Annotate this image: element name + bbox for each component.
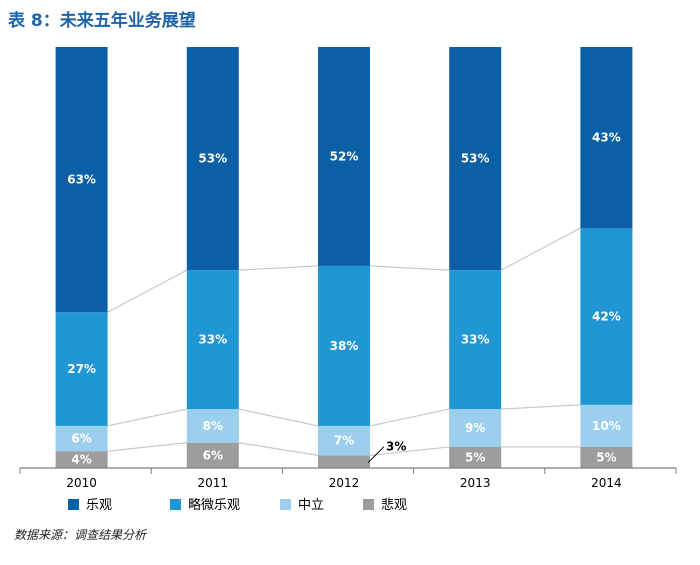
bar-stack-2014 xyxy=(580,47,633,468)
bar-segment-悲观-2011 xyxy=(186,442,239,468)
bar-segment-中立-2012 xyxy=(318,425,370,456)
value-label-乐观-2012: 52% xyxy=(330,149,359,163)
legend-label-悲观: 悲观 xyxy=(381,497,407,513)
bar-segment-乐观-2010 xyxy=(55,47,108,313)
legend-item-乐观: 乐观 xyxy=(68,498,112,513)
bar-stack-2011 xyxy=(186,47,239,468)
legend-item-中立: 中立 xyxy=(280,498,324,513)
x-tick-label-2012: 2012 xyxy=(329,476,360,490)
x-tick-label-2013: 2013 xyxy=(460,476,491,490)
value-label-悲观-2013: 5% xyxy=(465,450,485,464)
legend-item-悲观: 悲观 xyxy=(363,497,407,513)
x-tick-label-2014: 2014 xyxy=(591,476,622,490)
bar-stack-2010 xyxy=(55,47,108,468)
bar-segment-略微乐观-2010 xyxy=(55,312,108,426)
value-label-悲观-2010: 4% xyxy=(71,453,91,467)
bar-segment-略微乐观-2014 xyxy=(580,228,633,405)
value-label-中立-2013: 9% xyxy=(465,421,485,435)
bar-segment-略微乐观-2011 xyxy=(186,270,239,410)
bar-segment-中立-2013 xyxy=(449,409,502,447)
value-label-乐观-2011: 53% xyxy=(198,152,227,166)
x-tick-label-2011: 2011 xyxy=(198,476,229,490)
value-label-略微乐观-2012: 38% xyxy=(330,339,359,353)
data-source-note: 数据来源：调查结果分析 xyxy=(14,528,147,542)
legend-swatch-乐观 xyxy=(68,499,79,510)
value-label-中立-2010: 6% xyxy=(71,432,91,446)
connector-line-略微乐观-2010 xyxy=(107,269,188,313)
connector-line-略微乐观-2013 xyxy=(500,227,581,271)
bar-segment-悲观-2010 xyxy=(55,451,108,468)
value-label-中立-2014: 10% xyxy=(592,419,621,433)
connector-line-略微乐观-2012 xyxy=(369,265,450,271)
value-label-乐观-2014: 43% xyxy=(592,131,621,145)
bar-segment-乐观-2013 xyxy=(449,47,502,271)
bar-segment-略微乐观-2013 xyxy=(449,270,502,410)
legend-swatch-悲观 xyxy=(363,499,374,510)
legend-item-略微乐观: 略微乐观 xyxy=(170,497,240,513)
callout-line-悲观-2012 xyxy=(367,446,385,464)
connector-line-中立-2011 xyxy=(238,408,319,427)
bar-segment-中立-2010 xyxy=(55,425,108,452)
connector-line-中立-2013 xyxy=(501,404,581,410)
bar-segment-乐观-2012 xyxy=(318,47,370,266)
connector-line-悲观-2011 xyxy=(238,442,319,456)
value-label-略微乐观-2011: 33% xyxy=(198,333,227,347)
bar-segment-乐观-2014 xyxy=(580,47,633,229)
value-label-中立-2012: 7% xyxy=(334,434,354,448)
bar-segment-略微乐观-2012 xyxy=(318,265,370,426)
value-label-悲观-2014: 5% xyxy=(596,450,616,464)
value-label-悲观-2011: 6% xyxy=(203,448,223,462)
bar-segment-悲观-2012 xyxy=(318,455,370,468)
x-tick-label-2010: 2010 xyxy=(66,476,97,490)
legend-label-乐观: 乐观 xyxy=(86,498,112,513)
connector-line-略微乐观-2011 xyxy=(238,265,319,271)
legend-label-略微乐观: 略微乐观 xyxy=(188,497,240,513)
value-label-乐观-2010: 63% xyxy=(67,173,96,187)
value-label-中立-2011: 8% xyxy=(203,419,223,433)
stacked-bar-chart: 4% 6% 27% 63% 6% 8% 33% 53% 3% 7% 38% 52% 5% 9% 33% 53%… xyxy=(19,47,677,513)
connector-line-中立-2012 xyxy=(369,408,450,427)
connector-line-悲观-2012 xyxy=(369,446,450,456)
value-label-略微乐观-2010: 27% xyxy=(67,362,96,376)
value-label-悲观-2012: 3% xyxy=(386,440,406,454)
bar-segment-悲观-2013 xyxy=(449,446,502,468)
legend-label-中立: 中立 xyxy=(298,498,324,513)
bar-stack-2012 xyxy=(318,47,370,468)
connector-lines xyxy=(107,227,581,456)
connector-line-中立-2010 xyxy=(107,408,187,427)
bar-stack-2013 xyxy=(449,47,502,468)
bar-segment-乐观-2011 xyxy=(186,47,239,271)
legend-swatch-略微乐观 xyxy=(170,499,181,510)
bar-segment-悲观-2014 xyxy=(580,446,633,468)
value-label-乐观-2013: 53% xyxy=(461,152,490,166)
bar-segment-中立-2014 xyxy=(580,404,633,447)
bar-segment-中立-2011 xyxy=(186,409,239,443)
chart-title: 表 8：未来五年业务展望 xyxy=(8,11,196,31)
value-label-略微乐观-2013: 33% xyxy=(461,333,490,347)
connector-line-悲观-2010 xyxy=(107,442,187,452)
legend-swatch-中立 xyxy=(280,499,291,510)
value-label-略微乐观-2014: 42% xyxy=(592,309,621,323)
